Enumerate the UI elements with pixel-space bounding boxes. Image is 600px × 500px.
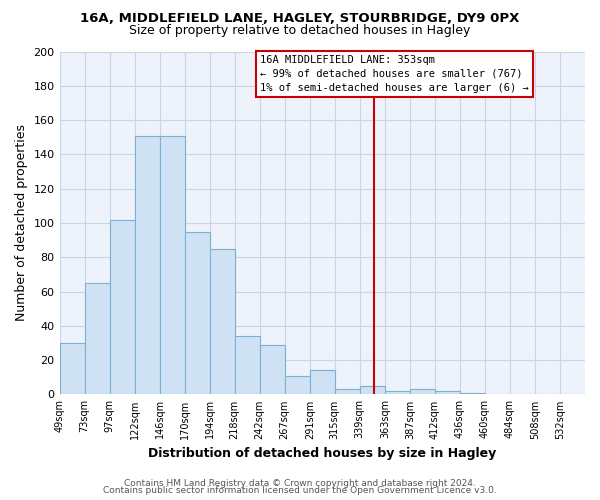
Bar — [185, 232, 209, 394]
Bar — [310, 370, 335, 394]
Bar — [435, 391, 460, 394]
Bar — [85, 283, 110, 395]
Bar — [59, 343, 85, 394]
Bar — [134, 136, 160, 394]
Text: 16A MIDDLEFIELD LANE: 353sqm
← 99% of detached houses are smaller (767)
1% of se: 16A MIDDLEFIELD LANE: 353sqm ← 99% of de… — [260, 55, 529, 93]
Text: 16A, MIDDLEFIELD LANE, HAGLEY, STOURBRIDGE, DY9 0PX: 16A, MIDDLEFIELD LANE, HAGLEY, STOURBRID… — [80, 12, 520, 26]
Text: Contains public sector information licensed under the Open Government Licence v3: Contains public sector information licen… — [103, 486, 497, 495]
Bar — [110, 220, 134, 394]
Bar — [260, 344, 285, 395]
Bar — [460, 392, 485, 394]
Text: Size of property relative to detached houses in Hagley: Size of property relative to detached ho… — [130, 24, 470, 37]
Bar — [410, 390, 435, 394]
Bar — [160, 136, 185, 394]
Bar — [385, 391, 410, 394]
Bar — [335, 390, 360, 394]
Bar — [235, 336, 260, 394]
Bar — [360, 386, 385, 394]
Text: Contains HM Land Registry data © Crown copyright and database right 2024.: Contains HM Land Registry data © Crown c… — [124, 478, 476, 488]
Y-axis label: Number of detached properties: Number of detached properties — [15, 124, 28, 322]
Bar — [285, 376, 310, 394]
X-axis label: Distribution of detached houses by size in Hagley: Distribution of detached houses by size … — [148, 447, 496, 460]
Bar — [209, 248, 235, 394]
